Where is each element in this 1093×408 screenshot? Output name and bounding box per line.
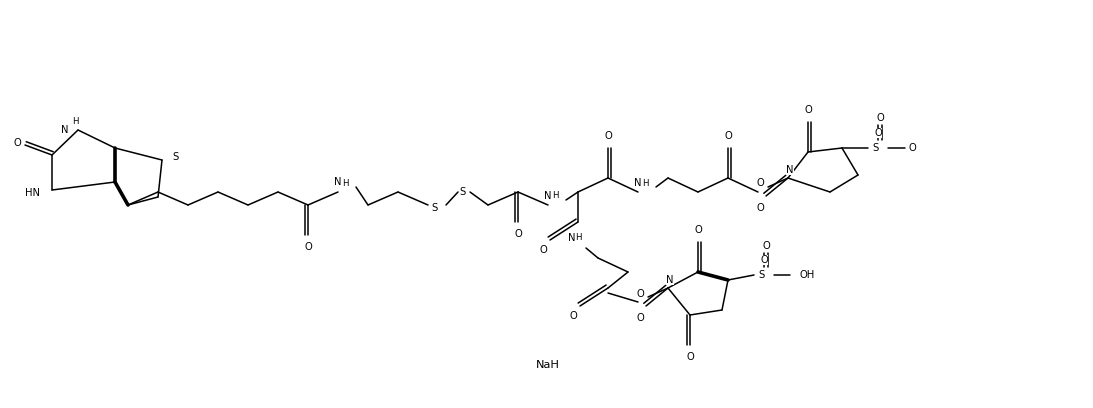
Text: N: N <box>634 178 642 188</box>
Text: N: N <box>568 233 576 243</box>
Text: O: O <box>636 313 644 323</box>
Text: N: N <box>60 125 68 135</box>
Text: O: O <box>569 311 577 321</box>
Text: O: O <box>877 113 884 123</box>
Text: H: H <box>552 191 559 200</box>
Text: O: O <box>760 255 768 265</box>
Text: O: O <box>756 203 764 213</box>
Text: O: O <box>636 289 644 299</box>
Text: S: S <box>459 187 466 197</box>
Text: O: O <box>756 178 764 188</box>
Text: N: N <box>667 275 673 285</box>
Text: O: O <box>874 128 882 138</box>
Text: NaH: NaH <box>536 360 560 370</box>
Text: O: O <box>694 225 702 235</box>
Text: H: H <box>575 233 581 242</box>
Text: N: N <box>544 191 552 201</box>
Text: S: S <box>759 270 764 280</box>
Text: H: H <box>642 179 648 188</box>
Text: O: O <box>686 352 694 362</box>
Text: O: O <box>539 245 546 255</box>
Text: O: O <box>908 143 916 153</box>
Text: HN: HN <box>25 188 40 198</box>
Text: O: O <box>804 105 812 115</box>
Text: O: O <box>604 131 612 141</box>
Text: S: S <box>872 143 879 153</box>
Text: O: O <box>762 241 769 251</box>
Text: N: N <box>334 177 342 187</box>
Text: O: O <box>725 131 732 141</box>
Text: H: H <box>342 179 349 188</box>
Text: S: S <box>432 203 438 213</box>
Text: O: O <box>13 138 21 148</box>
Text: O: O <box>514 229 521 239</box>
Text: OH: OH <box>800 270 815 280</box>
Text: H: H <box>72 117 79 126</box>
Text: N: N <box>786 165 794 175</box>
Text: S: S <box>172 152 178 162</box>
Text: O: O <box>304 242 312 252</box>
